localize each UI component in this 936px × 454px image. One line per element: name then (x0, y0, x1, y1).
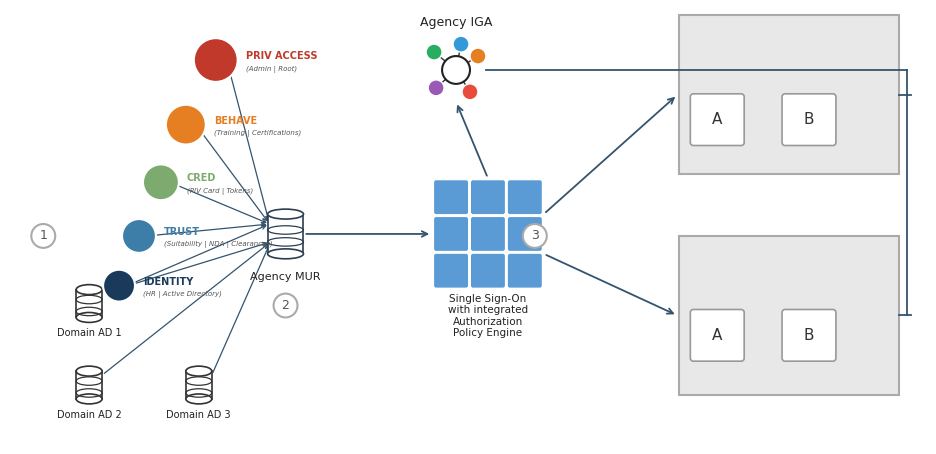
Text: (Training | Certifications): (Training | Certifications) (213, 130, 301, 137)
FancyBboxPatch shape (782, 94, 836, 145)
FancyBboxPatch shape (471, 217, 505, 251)
Ellipse shape (268, 209, 303, 219)
Text: A: A (712, 328, 723, 343)
Circle shape (31, 224, 55, 248)
Ellipse shape (76, 366, 102, 376)
Circle shape (470, 48, 486, 64)
Text: Single Sign-On
with integrated
Authorization
Policy Engine: Single Sign-On with integrated Authoriza… (448, 294, 528, 338)
Text: Agency IGA: Agency IGA (420, 16, 492, 29)
Text: Cloud Applications: Cloud Applications (731, 27, 847, 40)
Bar (186, 371, 212, 399)
Text: Domain AD 2: Domain AD 2 (57, 410, 122, 420)
FancyBboxPatch shape (782, 310, 836, 361)
Text: PRIV ACCESS: PRIV ACCESS (245, 51, 317, 61)
Circle shape (442, 56, 470, 84)
FancyBboxPatch shape (471, 254, 505, 288)
Circle shape (103, 270, 135, 301)
Text: (Admin | Root): (Admin | Root) (245, 65, 297, 73)
Circle shape (428, 80, 444, 96)
Circle shape (523, 224, 547, 248)
Text: B: B (804, 328, 814, 343)
Text: (PIV Card | Tokens): (PIV Card | Tokens) (187, 188, 253, 195)
Text: A: A (712, 112, 723, 127)
Text: BEHAVE: BEHAVE (213, 116, 256, 126)
Text: CRED: CRED (187, 173, 216, 183)
FancyBboxPatch shape (508, 217, 542, 251)
FancyBboxPatch shape (680, 236, 899, 395)
Text: (HR | Active Directory): (HR | Active Directory) (143, 291, 222, 298)
Text: 1: 1 (39, 229, 47, 242)
Text: Domain AD 3: Domain AD 3 (167, 410, 231, 420)
FancyBboxPatch shape (508, 180, 542, 214)
Bar (76, 371, 102, 399)
Ellipse shape (268, 249, 303, 259)
Text: Agency MUR: Agency MUR (250, 272, 321, 282)
FancyBboxPatch shape (434, 180, 468, 214)
Circle shape (426, 44, 442, 60)
Ellipse shape (76, 394, 102, 404)
FancyBboxPatch shape (434, 217, 468, 251)
FancyBboxPatch shape (471, 180, 505, 214)
FancyBboxPatch shape (691, 310, 744, 361)
Circle shape (194, 38, 238, 82)
Text: IDENTITY: IDENTITY (143, 276, 193, 286)
Text: TRUST: TRUST (164, 227, 200, 237)
Bar (76, 290, 102, 317)
Circle shape (273, 294, 298, 317)
Bar (268, 214, 303, 254)
Ellipse shape (186, 394, 212, 404)
FancyBboxPatch shape (680, 15, 899, 174)
FancyBboxPatch shape (434, 254, 468, 288)
Text: 3: 3 (531, 229, 539, 242)
Text: Partner Applications: Partner Applications (726, 359, 852, 372)
Ellipse shape (186, 366, 212, 376)
Text: (Suitability | NDA | Clearances): (Suitability | NDA | Clearances) (164, 242, 272, 248)
Circle shape (453, 36, 469, 52)
Circle shape (462, 84, 478, 100)
FancyBboxPatch shape (508, 254, 542, 288)
Text: B: B (804, 112, 814, 127)
Text: 2: 2 (282, 299, 289, 312)
Circle shape (166, 105, 206, 144)
Circle shape (143, 164, 179, 200)
Ellipse shape (76, 285, 102, 295)
Circle shape (122, 219, 156, 253)
Ellipse shape (76, 312, 102, 322)
Text: Domain AD 1: Domain AD 1 (57, 328, 122, 338)
FancyBboxPatch shape (691, 94, 744, 145)
